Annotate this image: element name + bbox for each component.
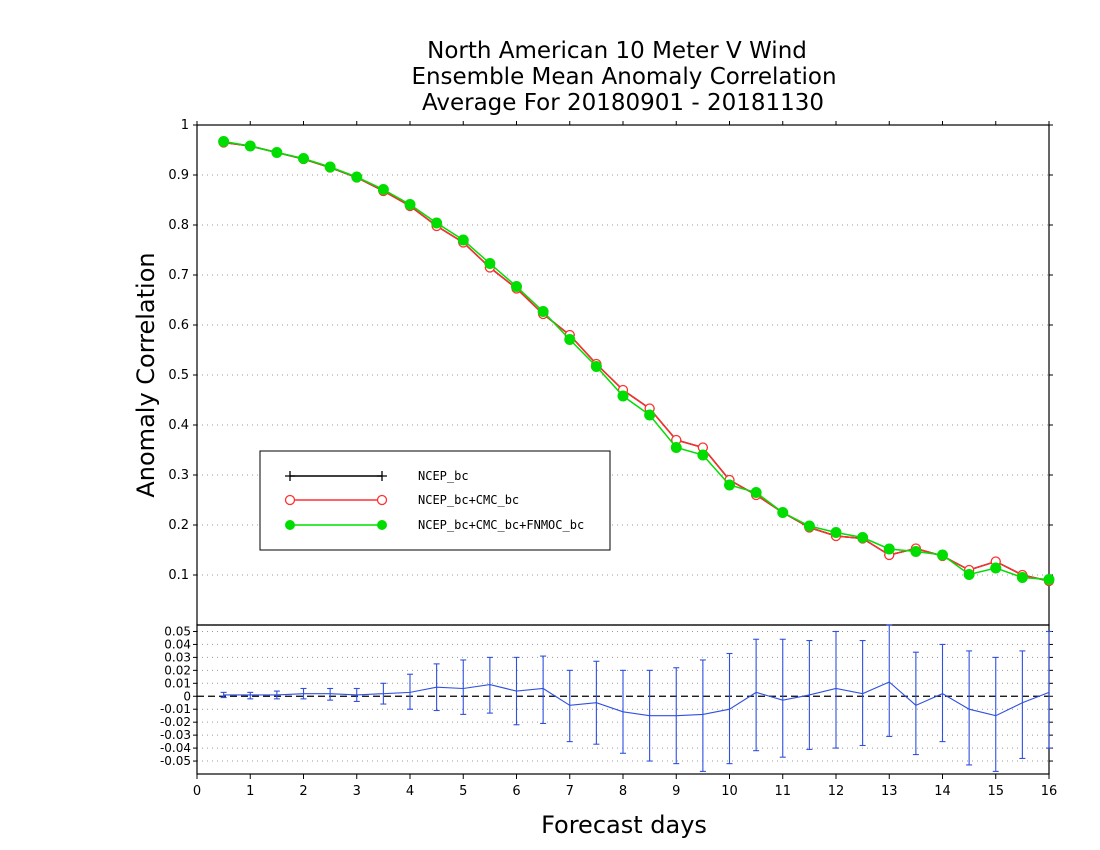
series-point-filled-circle (511, 281, 522, 292)
series-point-filled-circle (271, 147, 283, 158)
x-axis-ticks: 0 1 2 3 4 5 6 7 8 9 10 11 12 13 14 15 16 (193, 121, 1057, 799)
bottom-y-tick-label: 0.05 (164, 624, 191, 638)
top-y-tick-label: 0.6 (168, 318, 189, 333)
series-point-filled-circle (1016, 572, 1028, 583)
series-point-filled-circle (244, 140, 256, 152)
series-point-filled-circle (697, 449, 709, 461)
bottom-y-tick-label: -0.04 (160, 741, 191, 755)
series-point-filled-circle (457, 234, 469, 246)
series-point-filled-circle (617, 390, 629, 402)
difference-layer (220, 624, 1052, 772)
x-tick-label: 2 (299, 784, 307, 799)
x-tick-label: 15 (987, 784, 1004, 799)
bottom-y-tick-label: -0.03 (160, 728, 191, 742)
series-point-filled-circle (724, 479, 735, 491)
series-point-filled-circle (377, 184, 389, 195)
bottom-axis-ticks: 0.050.040.030.020.010-0.01-0.02-0.03-0.0… (160, 624, 1053, 768)
series-point-filled-circle (351, 171, 363, 183)
x-tick-label: 10 (721, 784, 738, 799)
legend-label-2: NCEP_bc+CMC_bc+FNMOC_bc (418, 518, 584, 532)
x-tick-label: 12 (828, 784, 845, 799)
top-y-tick-label: 0.1 (168, 568, 189, 583)
legend-label-0: NCEP_bc (418, 469, 469, 483)
bottom-y-tick-label: 0.04 (164, 637, 191, 651)
y-axis-title: Anomaly Correlation (132, 252, 160, 497)
series-point-filled-circle (750, 487, 762, 498)
series-point-filled-circle (537, 306, 549, 317)
bottom-y-tick-label: -0.01 (160, 702, 191, 716)
series-point-filled-circle (564, 334, 576, 345)
series-point-filled-circle (937, 549, 948, 561)
series-point-filled-circle (910, 546, 922, 557)
bottom-y-tick-label: -0.02 (160, 715, 191, 729)
top-gridlines (197, 174, 1049, 576)
series-point-filled-circle (484, 258, 496, 269)
series-layer (218, 136, 1055, 587)
series-point-filled-circle (803, 520, 815, 532)
legend-marker (377, 520, 387, 530)
chart-title-line-2: Ensemble Mean Anomaly Correlation (411, 64, 836, 90)
bottom-y-tick-label: 0.03 (164, 650, 191, 664)
top-y-tick-label: 0.7 (168, 268, 189, 283)
bottom-y-tick-label: 0.02 (164, 663, 191, 677)
series-point-filled-circle (963, 569, 975, 580)
x-tick-label: 13 (881, 784, 898, 799)
series-point-filled-circle (644, 409, 656, 421)
top-y-tick-label: 0.2 (168, 518, 189, 533)
x-tick-label: 0 (193, 784, 201, 799)
chart-title-line-3: Average For 20180901 - 20181130 (422, 90, 824, 116)
chart-title-line-1: North American 10 Meter V Wind (427, 38, 807, 64)
x-axis-title: Forecast days (541, 811, 707, 839)
top-y-tick-label: 0.8 (168, 218, 189, 233)
legend-label-1: NCEP_bc+CMC_bc (418, 493, 519, 507)
series-point-filled-circle (1043, 574, 1055, 585)
x-tick-label: 6 (512, 784, 520, 799)
legend-marker (377, 471, 387, 481)
top-y-tick-label: 0.5 (168, 368, 189, 383)
x-tick-label: 5 (459, 784, 467, 799)
series-point-filled-circle (431, 217, 443, 229)
x-tick-label: 14 (934, 784, 951, 799)
series-point-filled-circle (324, 161, 336, 173)
series-point-filled-circle (298, 153, 309, 164)
series-point-filled-circle (777, 507, 789, 518)
x-tick-label: 3 (353, 784, 361, 799)
x-tick-label: 11 (774, 784, 791, 799)
x-tick-label: 7 (566, 784, 574, 799)
difference-line (223, 681, 1050, 717)
series-point-filled-circle (857, 532, 869, 543)
x-tick-label: 16 (1041, 784, 1058, 799)
bottom-y-tick-label: 0 (183, 689, 191, 703)
series-point-filled-circle (670, 442, 682, 453)
legend-marker (376, 494, 388, 506)
top-y-tick-label: 0.4 (168, 418, 189, 433)
legend: NCEP_bc NCEP_bc+CMC_bc NCEP_bc+CMC_bc+FNMO… (259, 450, 611, 551)
top-y-tick-label: 1 (181, 118, 189, 133)
legend-marker (285, 520, 295, 530)
series-point-filled-circle (990, 562, 1002, 574)
series-point-filled-circle (218, 136, 230, 147)
bottom-y-tick-label: 0.01 (164, 676, 191, 690)
bottom-y-tick-label: -0.05 (160, 754, 191, 768)
x-tick-label: 1 (246, 784, 254, 799)
legend-marker (284, 494, 296, 506)
x-tick-label: 8 (619, 784, 627, 799)
x-tick-label: 4 (406, 784, 414, 799)
series-point-filled-circle (883, 543, 895, 555)
series-point-filled-circle (404, 199, 416, 210)
legend-marker (285, 471, 295, 481)
series-point-filled-circle (830, 527, 842, 538)
top-axis-ticks: 0.1 0.2 0.3 0.4 0.5 0.6 0.7 0.8 0.9 1 (168, 118, 1053, 583)
top-y-tick-label: 0.3 (168, 468, 189, 483)
top-y-tick-label: 0.9 (168, 168, 189, 183)
x-tick-label: 9 (672, 784, 680, 799)
series-point-filled-circle (590, 361, 602, 372)
